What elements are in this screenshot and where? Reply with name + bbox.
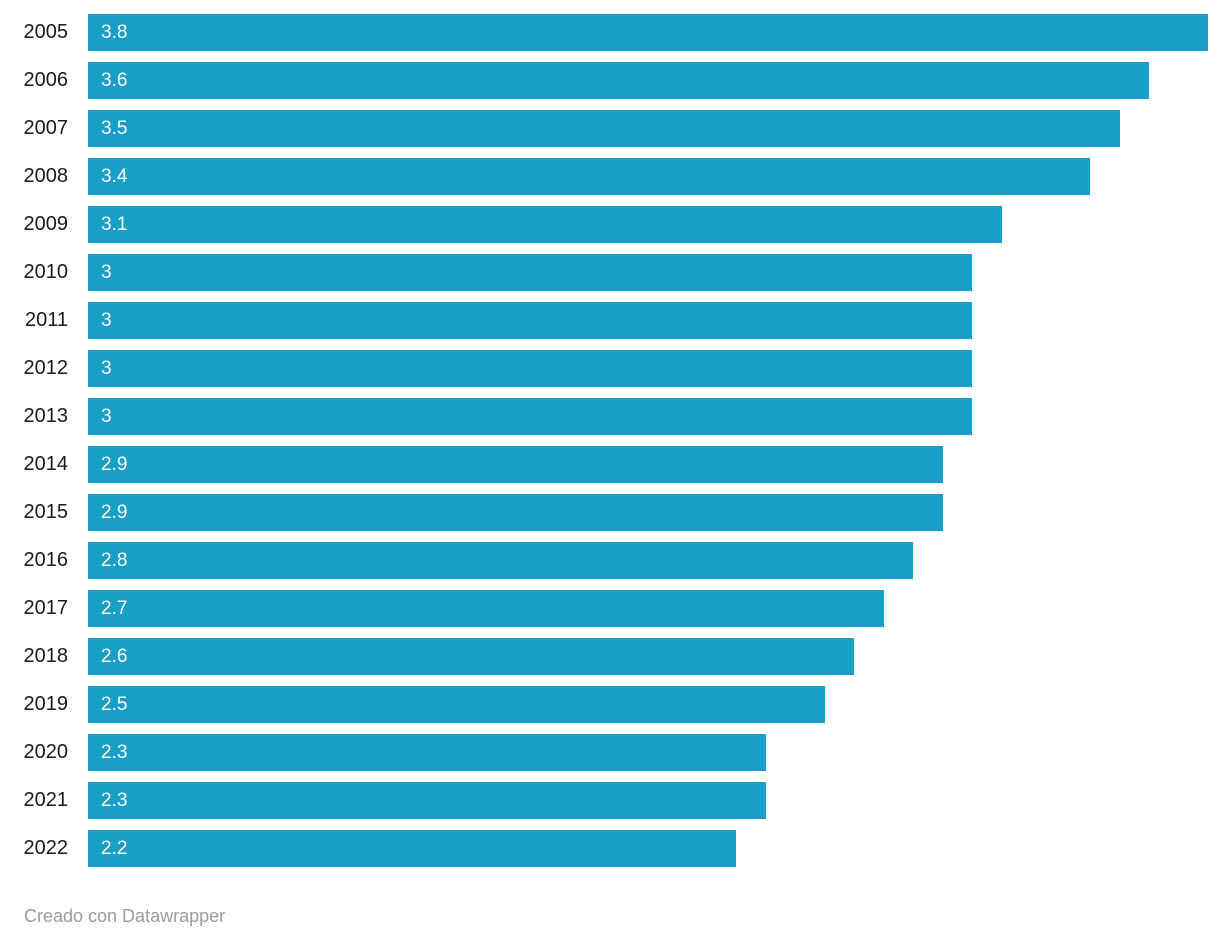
bar-value-label: 3.1 bbox=[101, 213, 128, 235]
bar-value-label: 2.2 bbox=[101, 837, 128, 859]
bar-track: 2.9 bbox=[88, 445, 1208, 483]
bar-value-label: 3 bbox=[101, 261, 112, 283]
bar: 2.9 bbox=[88, 445, 943, 483]
bar-track: 2.2 bbox=[88, 829, 1208, 867]
bar: 2.8 bbox=[88, 541, 914, 579]
bar-value-label: 2.3 bbox=[101, 789, 128, 811]
bar-track: 3 bbox=[88, 397, 1208, 435]
bar: 2.9 bbox=[88, 493, 943, 531]
year-label: 2009 bbox=[23, 213, 69, 235]
bar-row: 2007 3.5 bbox=[12, 104, 1208, 152]
bar-value-label: 2.3 bbox=[101, 741, 128, 763]
bar-track: 2.6 bbox=[88, 637, 1208, 675]
bar-row: 2013 3 bbox=[12, 392, 1208, 440]
year-label: 2011 bbox=[24, 309, 68, 331]
bar-row: 2020 2.3 bbox=[12, 728, 1208, 776]
bar-row: 2018 2.6 bbox=[12, 632, 1208, 680]
year-label: 2019 bbox=[23, 693, 69, 715]
bar-row: 2011 3 bbox=[12, 296, 1208, 344]
year-label: 2013 bbox=[23, 405, 69, 427]
year-label: 2005 bbox=[23, 21, 69, 43]
bar-row: 2005 3.8 bbox=[12, 8, 1208, 56]
bar-value-label: 3.6 bbox=[101, 69, 128, 91]
bar-row: 2014 2.9 bbox=[12, 440, 1208, 488]
bar-row: 2008 3.4 bbox=[12, 152, 1208, 200]
bar-row: 2009 3.1 bbox=[12, 200, 1208, 248]
bar-rows: 2005 3.8 2006 3.6 2007 3.5 2008 3.4 2009 3.1 2010 3… bbox=[12, 8, 1208, 872]
year-label: 2018 bbox=[23, 645, 69, 667]
bar-value-label: 2.6 bbox=[101, 645, 128, 667]
bar-track: 2.9 bbox=[88, 493, 1208, 531]
year-label: 2007 bbox=[23, 117, 69, 139]
year-label: 2010 bbox=[23, 261, 69, 283]
year-label: 2015 bbox=[23, 501, 69, 523]
bar-value-label: 3 bbox=[101, 357, 112, 379]
bar-row: 2017 2.7 bbox=[12, 584, 1208, 632]
bar: 3.1 bbox=[88, 205, 1002, 243]
bar-row: 2019 2.5 bbox=[12, 680, 1208, 728]
bar-value-label: 2.9 bbox=[101, 501, 128, 523]
bar-row: 2021 2.3 bbox=[12, 776, 1208, 824]
bar-row: 2022 2.2 bbox=[12, 824, 1208, 872]
bar-track: 2.3 bbox=[88, 781, 1208, 819]
year-label: 2012 bbox=[23, 357, 69, 379]
bar: 2.2 bbox=[88, 829, 737, 867]
bar-track: 3 bbox=[88, 253, 1208, 291]
bar: 3.8 bbox=[88, 13, 1208, 51]
bar: 2.5 bbox=[88, 685, 825, 723]
bar: 3.5 bbox=[88, 109, 1120, 147]
bar: 2.6 bbox=[88, 637, 855, 675]
chart-credit: Creado con Datawrapper bbox=[24, 906, 226, 926]
bar: 3.6 bbox=[88, 61, 1150, 99]
bar: 3 bbox=[88, 301, 973, 339]
bar: 2.3 bbox=[88, 733, 766, 771]
bar: 3 bbox=[88, 349, 973, 387]
bar-track: 2.7 bbox=[88, 589, 1208, 627]
year-label: 2016 bbox=[23, 549, 69, 571]
bar-track: 3.1 bbox=[88, 205, 1208, 243]
bar-value-label: 3.5 bbox=[101, 117, 128, 139]
bar-track: 2.5 bbox=[88, 685, 1208, 723]
bar: 3 bbox=[88, 397, 973, 435]
bar-row: 2015 2.9 bbox=[12, 488, 1208, 536]
bar-track: 3.5 bbox=[88, 109, 1208, 147]
bar-track: 3.8 bbox=[88, 13, 1208, 51]
bar-track: 2.3 bbox=[88, 733, 1208, 771]
bar-track: 3.6 bbox=[88, 61, 1208, 99]
year-label: 2022 bbox=[23, 837, 69, 859]
bar-value-label: 3.4 bbox=[101, 165, 128, 187]
year-label: 2008 bbox=[23, 165, 69, 187]
bar-row: 2006 3.6 bbox=[12, 56, 1208, 104]
bar-track: 2.8 bbox=[88, 541, 1208, 579]
bar: 2.7 bbox=[88, 589, 884, 627]
bar-value-label: 3 bbox=[101, 309, 112, 331]
bar-value-label: 2.7 bbox=[101, 597, 128, 619]
year-label: 2017 bbox=[23, 597, 69, 619]
bar-value-label: 2.9 bbox=[101, 453, 128, 475]
bar-track: 3.4 bbox=[88, 157, 1208, 195]
bar-track: 3 bbox=[88, 349, 1208, 387]
year-label: 2021 bbox=[23, 789, 69, 811]
bar-value-label: 2.8 bbox=[101, 549, 128, 571]
bar: 2.3 bbox=[88, 781, 766, 819]
bar-value-label: 3 bbox=[101, 405, 112, 427]
bar: 3 bbox=[88, 253, 973, 291]
bar-value-label: 2.5 bbox=[101, 693, 128, 715]
bar-row: 2012 3 bbox=[12, 344, 1208, 392]
bar-row: 2010 3 bbox=[12, 248, 1208, 296]
bar-row: 2016 2.8 bbox=[12, 536, 1208, 584]
year-label: 2014 bbox=[23, 453, 69, 475]
year-label: 2020 bbox=[23, 741, 69, 763]
year-label: 2006 bbox=[23, 69, 69, 91]
bar: 3.4 bbox=[88, 157, 1091, 195]
bar-value-label: 3.8 bbox=[101, 21, 128, 43]
bar-track: 3 bbox=[88, 301, 1208, 339]
